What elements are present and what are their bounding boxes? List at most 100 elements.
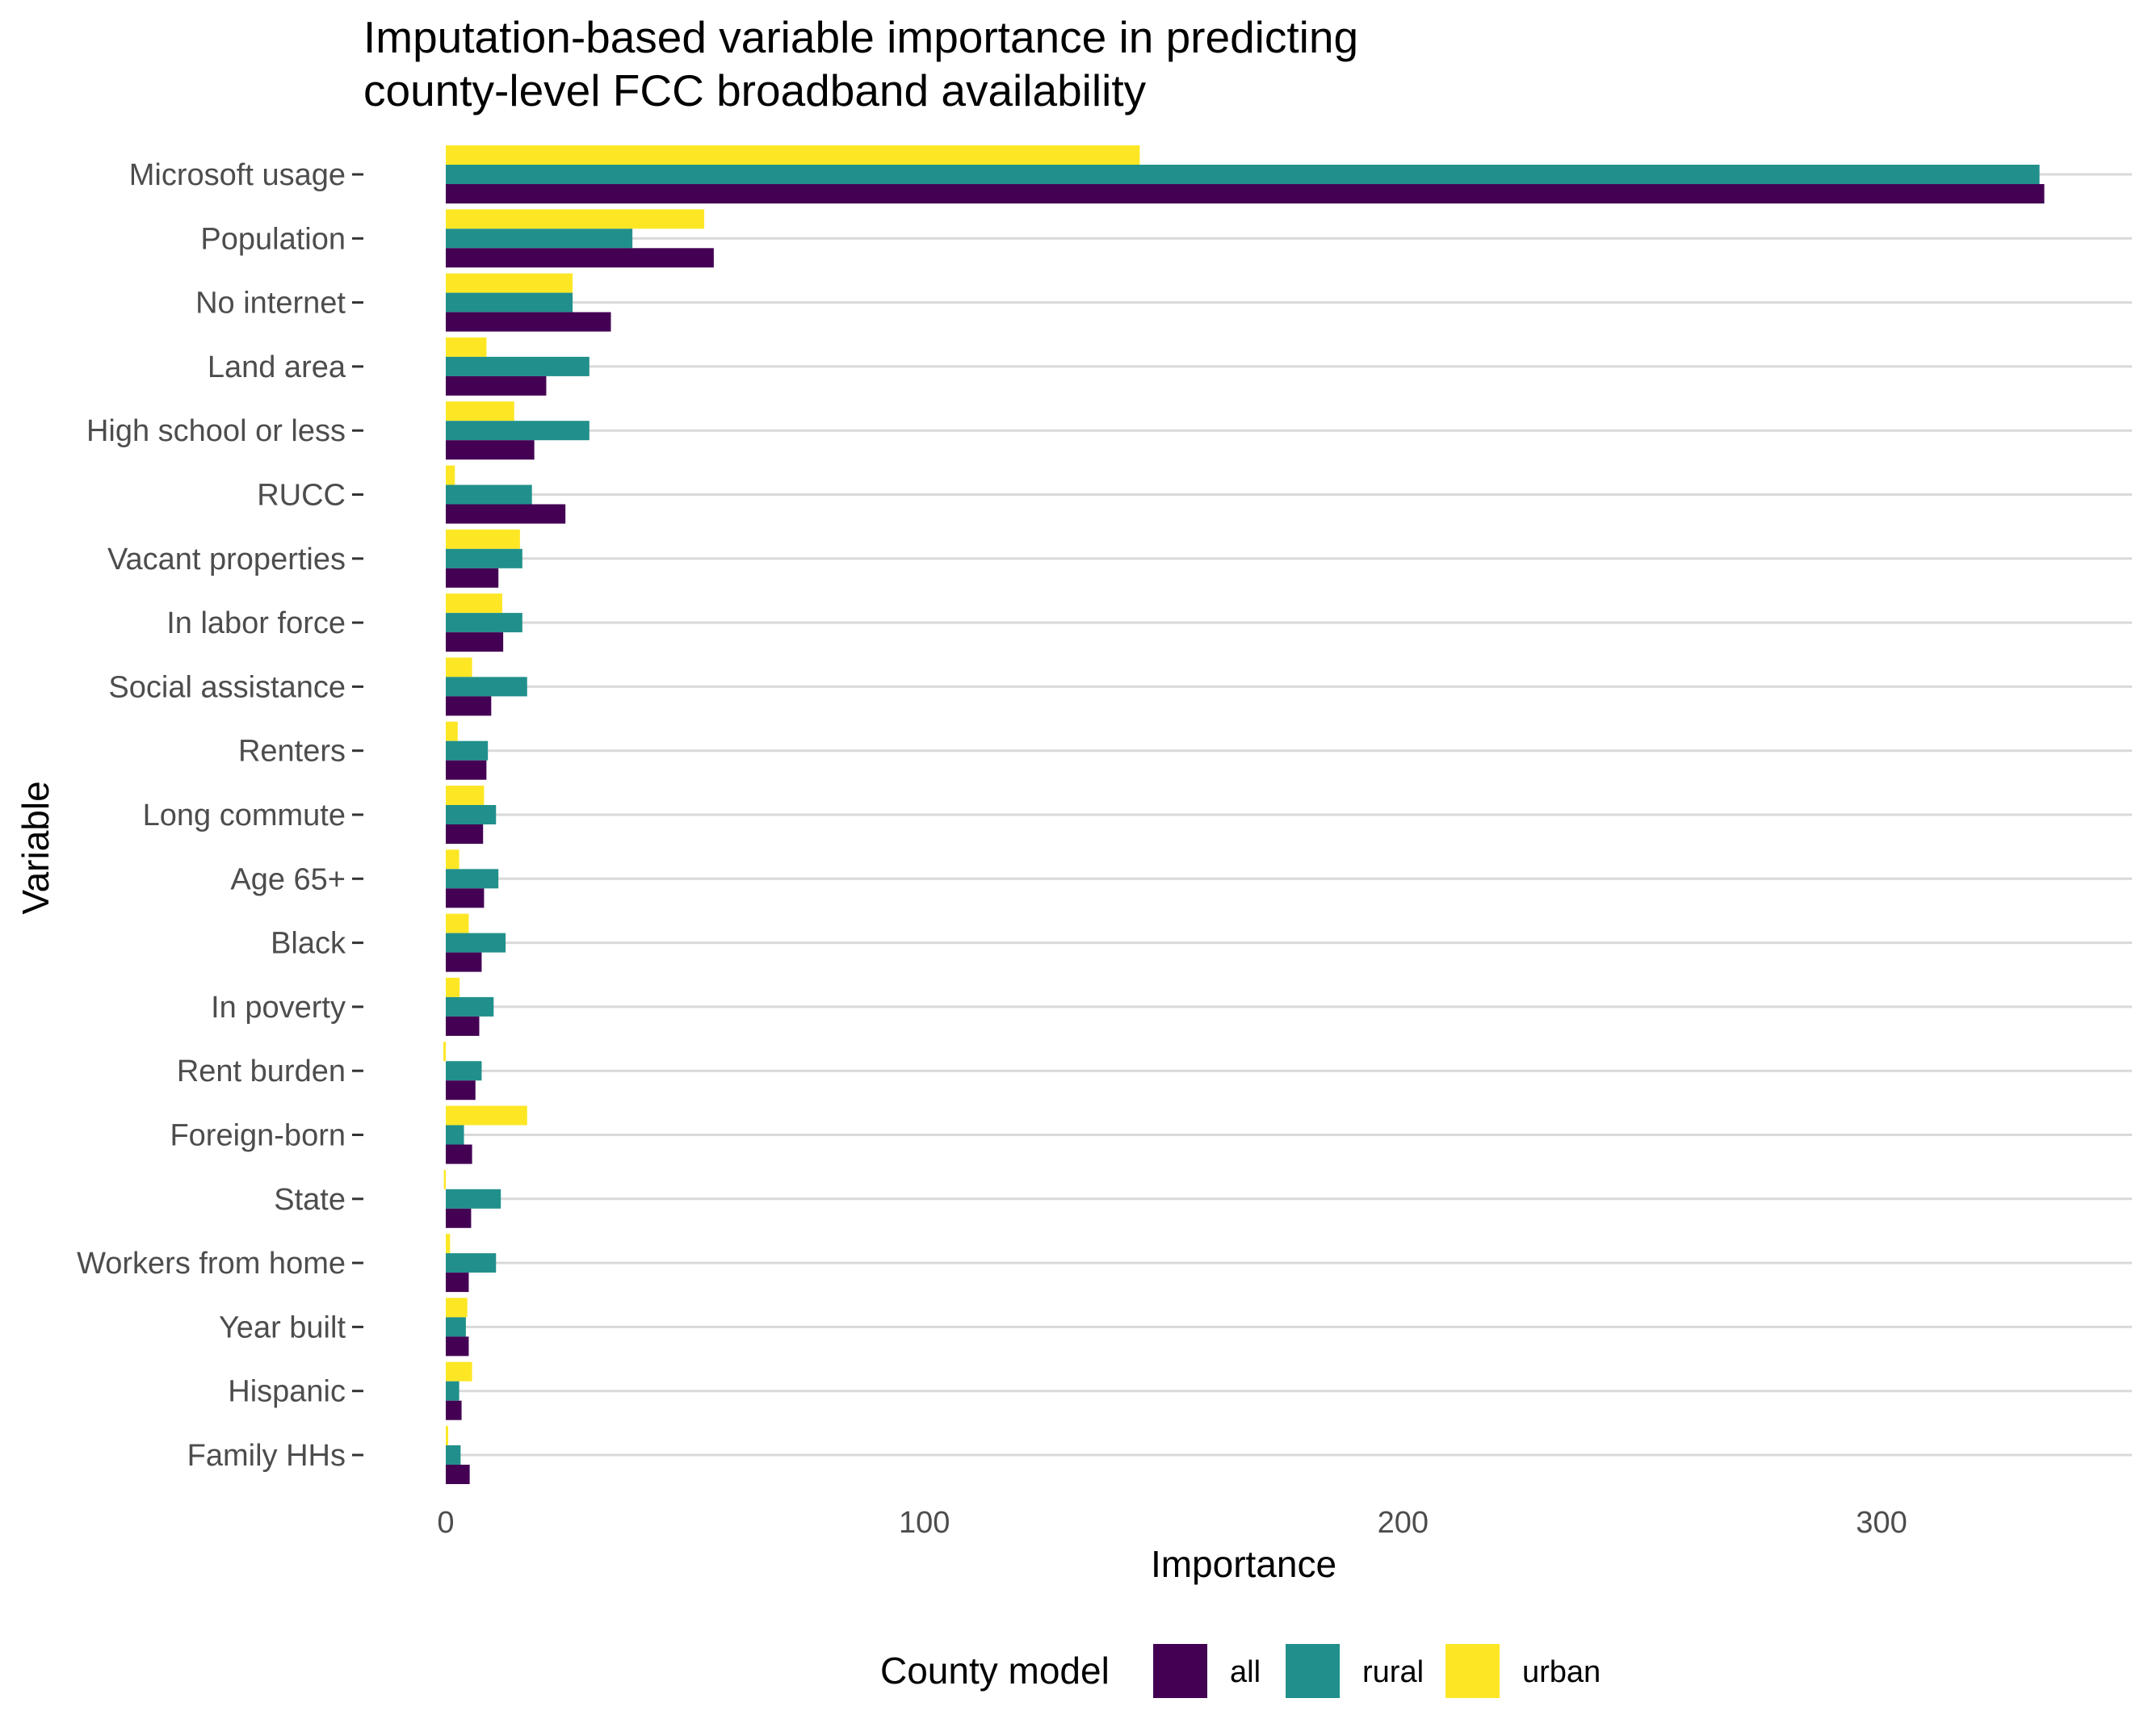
x-tick-label: 0 xyxy=(437,1506,454,1540)
chart-title-line-2: county-level FCC broadband availability xyxy=(363,65,1147,115)
bar-urban-no-internet xyxy=(446,273,573,293)
bar-all-state xyxy=(446,1208,472,1228)
bar-rural-state xyxy=(446,1189,501,1209)
bar-rural-black xyxy=(446,933,506,953)
bar-urban-high-school-or-less xyxy=(446,401,514,421)
legend: County model all rural urban xyxy=(880,1644,1601,1698)
bar-urban-state xyxy=(443,1169,446,1189)
y-tick-label: RUCC xyxy=(257,479,346,513)
bar-all-rent-burden xyxy=(446,1080,476,1101)
bar-all-black xyxy=(446,952,482,972)
chart-title: Imputation-based variable importance in … xyxy=(363,12,1358,115)
bar-rural-vacant-properties xyxy=(446,548,522,568)
y-tick-label: State xyxy=(274,1183,346,1217)
bar-urban-hispanic xyxy=(446,1361,472,1382)
y-tick-label: In poverty xyxy=(211,991,346,1025)
gridlines xyxy=(446,173,2132,1457)
bar-urban-population xyxy=(446,209,705,229)
y-tick-label: Renters xyxy=(238,735,346,769)
bar-rural-social-assistance xyxy=(446,677,527,697)
bar-rural-land-area xyxy=(446,356,590,376)
bar-all-microsoft-usage xyxy=(446,184,2045,203)
bar-all-family-hhs xyxy=(446,1465,470,1484)
bar-rural-workers-from-home xyxy=(446,1253,497,1273)
y-tick-label: High school or less xyxy=(86,414,346,448)
y-tick-label: Social assistance xyxy=(108,670,346,704)
chart-title-line-1: Imputation-based variable importance in … xyxy=(363,12,1358,62)
x-axis: 0 100 200 300 xyxy=(437,1506,1907,1540)
bar-all-rucc xyxy=(446,504,566,524)
y-tick-label: In labor force xyxy=(166,606,346,640)
bar-rural-foreign-born xyxy=(446,1125,464,1145)
bar-urban-vacant-properties xyxy=(446,529,520,549)
bar-rural-age-65- xyxy=(446,869,499,889)
y-axis-title: Variable xyxy=(15,781,57,914)
bar-rural-renters xyxy=(446,740,489,761)
bar-urban-land-area xyxy=(446,337,487,357)
bar-rural-in-labor-force xyxy=(446,613,522,633)
bar-all-renters xyxy=(446,760,487,780)
bar-urban-foreign-born xyxy=(446,1105,527,1126)
bar-rural-hispanic xyxy=(446,1381,459,1401)
bar-all-hispanic xyxy=(446,1400,462,1420)
bar-rural-rent-burden xyxy=(446,1061,482,1081)
bar-rural-family-hhs xyxy=(446,1445,461,1465)
bar-all-high-school-or-less xyxy=(446,440,535,460)
bar-all-in-poverty xyxy=(446,1016,480,1036)
y-tick-label: Long commute xyxy=(143,799,346,832)
bar-all-year-built xyxy=(446,1336,469,1357)
y-tick-label: Black xyxy=(271,927,346,961)
legend-label-rural: rural xyxy=(1362,1655,1424,1689)
legend-key-all xyxy=(1153,1644,1207,1698)
bar-urban-workers-from-home xyxy=(446,1234,451,1254)
bar-urban-microsoft-usage xyxy=(446,145,1140,165)
bar-all-social-assistance xyxy=(446,696,492,716)
bar-all-foreign-born xyxy=(446,1144,472,1164)
y-tick-label: Population xyxy=(200,222,346,256)
y-tick-label: No internet xyxy=(195,287,346,321)
legend-key-rural xyxy=(1286,1644,1340,1698)
bar-urban-rucc xyxy=(446,465,455,485)
legend-title: County model xyxy=(880,1650,1110,1692)
x-tick-label: 200 xyxy=(1378,1506,1429,1540)
bar-urban-long-commute xyxy=(446,786,485,805)
bar-all-population xyxy=(446,248,714,268)
bar-all-no-internet xyxy=(446,312,611,332)
bar-rural-population xyxy=(446,229,633,249)
x-tick-label: 300 xyxy=(1856,1506,1907,1540)
bar-rural-long-commute xyxy=(446,805,497,824)
bar-all-workers-from-home xyxy=(446,1273,469,1293)
bar-urban-in-labor-force xyxy=(446,593,502,614)
bar-all-age-65- xyxy=(446,888,485,908)
bar-all-long-commute xyxy=(446,824,484,844)
legend-label-all: all xyxy=(1230,1655,1261,1689)
bar-urban-in-poverty xyxy=(446,977,460,997)
bar-urban-family-hhs xyxy=(446,1426,448,1445)
bar-rural-high-school-or-less xyxy=(446,421,590,441)
x-axis-title: Importance xyxy=(1151,1543,1336,1585)
bar-all-land-area xyxy=(446,375,547,396)
bar-urban-age-65- xyxy=(446,849,459,870)
bar-rural-in-poverty xyxy=(446,996,494,1017)
y-tick-label: Land area xyxy=(208,350,346,384)
y-tick-label: Age 65+ xyxy=(230,862,346,896)
y-tick-label: Foreign-born xyxy=(170,1119,346,1153)
bar-all-vacant-properties xyxy=(446,568,499,588)
bar-urban-year-built xyxy=(446,1298,468,1318)
bar-urban-black xyxy=(446,913,469,933)
y-tick-label: Year built xyxy=(219,1310,346,1344)
bar-all-in-labor-force xyxy=(446,632,504,652)
y-tick-label: Vacant properties xyxy=(107,543,346,577)
bar-rural-rucc xyxy=(446,484,532,505)
bar-rural-no-internet xyxy=(446,292,573,312)
bar-rural-microsoft-usage xyxy=(446,165,2040,184)
y-axis: Microsoft usage Population No internet Land… xyxy=(77,158,363,1473)
y-tick-label: Rent burden xyxy=(177,1055,346,1088)
bars xyxy=(443,145,2045,1484)
legend-key-urban xyxy=(1446,1644,1500,1698)
y-tick-label: Microsoft usage xyxy=(129,158,346,192)
bar-urban-social-assistance xyxy=(446,657,472,677)
y-tick-label: Family HHs xyxy=(187,1439,346,1473)
bar-urban-rent-burden xyxy=(443,1042,446,1062)
